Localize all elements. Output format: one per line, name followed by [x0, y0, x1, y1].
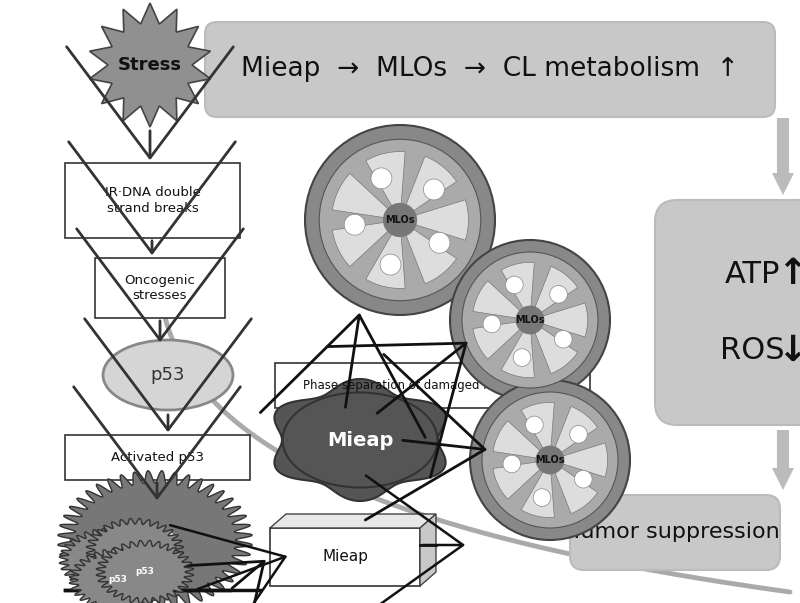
Bar	[95, 258, 225, 318]
Circle shape	[470, 380, 630, 540]
Polygon shape	[332, 222, 390, 267]
Polygon shape	[366, 232, 405, 288]
Text: Oncogenic
stresses: Oncogenic stresses	[125, 274, 195, 302]
Text: Activated p53: Activated p53	[111, 451, 204, 464]
Text: Tumor suppression: Tumor suppression	[570, 523, 780, 543]
Polygon shape	[493, 462, 542, 499]
Circle shape	[506, 276, 523, 294]
Text: p53: p53	[150, 366, 186, 384]
Text: IR·DNA double
strand breaks: IR·DNA double strand breaks	[105, 186, 201, 215]
Circle shape	[423, 179, 444, 200]
Bar	[270, 528, 420, 586]
Circle shape	[574, 470, 592, 488]
Text: MLOs: MLOs	[535, 455, 565, 465]
Polygon shape	[554, 467, 598, 514]
Polygon shape	[521, 402, 554, 450]
Polygon shape	[501, 330, 534, 377]
Polygon shape	[86, 519, 183, 581]
Circle shape	[383, 203, 417, 237]
Circle shape	[462, 252, 598, 388]
Circle shape	[483, 315, 501, 333]
Bar	[65, 435, 250, 480]
Circle shape	[305, 125, 495, 315]
Circle shape	[570, 426, 587, 443]
Text: Mieap  →  MLOs  →  CL metabolism  ↑: Mieap → MLOs → CL metabolism ↑	[241, 57, 739, 83]
Circle shape	[514, 349, 531, 367]
Circle shape	[536, 446, 565, 475]
Circle shape	[550, 285, 567, 303]
Polygon shape	[59, 528, 157, 592]
Polygon shape	[542, 303, 587, 337]
Polygon shape	[332, 174, 390, 218]
Polygon shape	[772, 118, 794, 195]
Text: p53: p53	[134, 531, 175, 549]
Text: ROS: ROS	[720, 336, 784, 365]
Circle shape	[534, 489, 551, 507]
Circle shape	[380, 254, 401, 275]
Polygon shape	[501, 262, 534, 309]
Circle shape	[516, 306, 544, 335]
Circle shape	[319, 139, 481, 301]
Text: ↓: ↓	[777, 333, 800, 368]
Polygon shape	[420, 514, 436, 586]
Circle shape	[429, 232, 450, 253]
Circle shape	[450, 240, 610, 400]
Bar	[65, 163, 240, 238]
Circle shape	[554, 330, 572, 348]
Ellipse shape	[282, 393, 438, 487]
Text: MLOs: MLOs	[515, 315, 545, 325]
Text: p53: p53	[98, 555, 118, 564]
Polygon shape	[521, 470, 554, 517]
Polygon shape	[473, 322, 522, 359]
Circle shape	[344, 214, 365, 235]
Polygon shape	[97, 540, 194, 603]
Circle shape	[482, 392, 618, 528]
Polygon shape	[90, 3, 210, 127]
Text: Mieap: Mieap	[322, 549, 368, 564]
Polygon shape	[274, 379, 446, 501]
Polygon shape	[414, 200, 468, 240]
Polygon shape	[493, 421, 542, 458]
Circle shape	[371, 168, 392, 189]
Polygon shape	[270, 514, 436, 528]
Polygon shape	[534, 267, 578, 313]
Text: ATP: ATP	[724, 260, 780, 289]
Text: Phase separation of damaged mitochondria: Phase separation of damaged mitochondria	[303, 379, 562, 392]
Text: ↑: ↑	[777, 257, 800, 291]
Circle shape	[503, 455, 521, 473]
Polygon shape	[473, 281, 522, 318]
Polygon shape	[562, 443, 607, 477]
Polygon shape	[772, 430, 794, 490]
Ellipse shape	[103, 340, 233, 410]
Bar	[275, 363, 590, 408]
Text: p53: p53	[109, 575, 127, 584]
Polygon shape	[58, 471, 252, 603]
Polygon shape	[70, 549, 166, 603]
FancyBboxPatch shape	[655, 200, 800, 425]
Text: Mieap: Mieap	[327, 431, 393, 449]
Polygon shape	[366, 151, 405, 207]
Polygon shape	[534, 327, 578, 374]
Polygon shape	[554, 406, 598, 453]
FancyBboxPatch shape	[570, 495, 780, 570]
Text: Stress: Stress	[118, 56, 182, 74]
Circle shape	[526, 416, 543, 434]
Polygon shape	[405, 156, 457, 212]
FancyBboxPatch shape	[205, 22, 775, 117]
Text: MLOs: MLOs	[386, 215, 414, 225]
Text: p53: p53	[126, 546, 145, 555]
Text: p53: p53	[135, 567, 154, 576]
Polygon shape	[405, 228, 457, 283]
